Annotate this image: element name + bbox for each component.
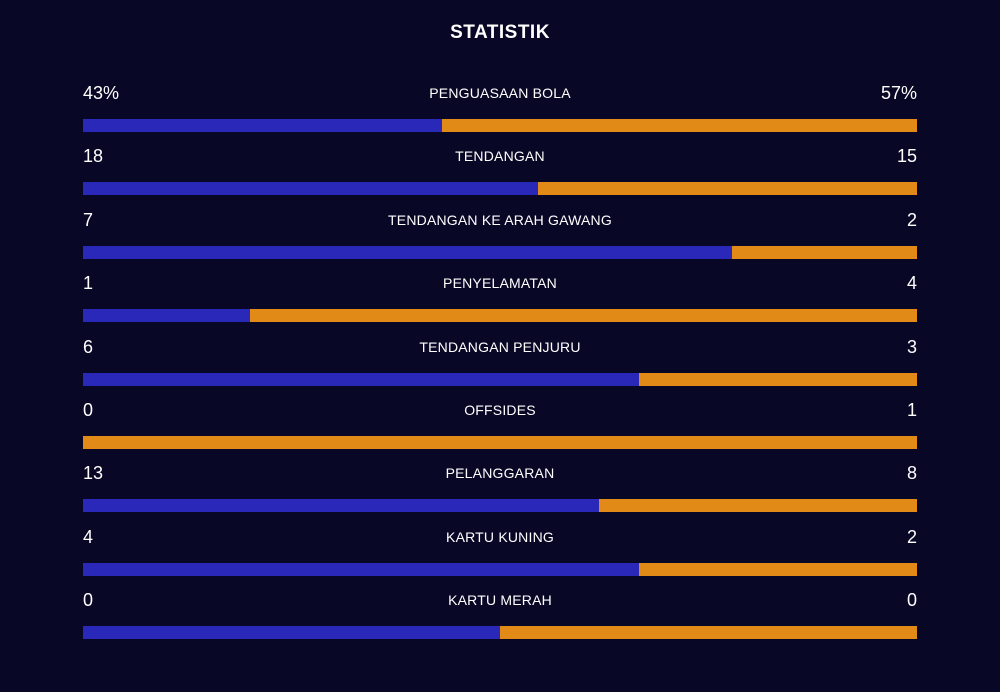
home-bar-fill <box>83 562 640 576</box>
stat-header: 1 PENYELAMATAN 4 <box>83 272 917 294</box>
away-value: 2 <box>906 526 917 547</box>
away-value: 0 <box>906 590 917 611</box>
home-value: 4 <box>83 526 94 547</box>
comparison-bar <box>83 372 917 386</box>
stat-label: TENDANGAN PENJURU <box>419 338 581 355</box>
page-title: STATISTIK <box>450 22 550 43</box>
away-value: 1 <box>906 399 917 420</box>
stat-label: PELANGGARAN <box>445 465 555 482</box>
home-bar-fill <box>83 372 640 386</box>
stats-list: 43% PENGUASAAN BOLA 57% 18 TENDANGAN 15 … <box>83 82 917 653</box>
away-value: 15 <box>896 146 917 167</box>
home-bar-fill <box>83 626 500 640</box>
comparison-bar <box>83 119 917 132</box>
home-value: 6 <box>83 336 94 357</box>
away-bar-fill <box>731 245 917 259</box>
comparison-bar <box>83 626 917 640</box>
stat-row-saves: 1 PENYELAMATAN 4 <box>83 272 917 335</box>
stat-label: PENGUASAAN BOLA <box>429 85 571 101</box>
home-bar-fill <box>83 182 538 196</box>
comparison-bar <box>83 499 917 513</box>
stat-header: 18 TENDANGAN 15 <box>83 145 917 167</box>
away-value: 2 <box>906 209 917 230</box>
stat-label: PENYELAMATAN <box>443 275 557 292</box>
home-value: 0 <box>83 399 94 420</box>
stat-label: OFFSIDES <box>464 401 536 418</box>
stat-row-corners: 6 TENDANGAN PENJURU 3 <box>83 336 917 399</box>
comparison-bar <box>83 435 917 449</box>
stat-row-offsides: 0 OFFSIDES 1 <box>83 399 917 462</box>
stat-header: 6 TENDANGAN PENJURU 3 <box>83 336 917 358</box>
away-bar-fill <box>639 372 917 386</box>
stat-label: KARTU KUNING <box>446 528 554 545</box>
stat-header: 0 KARTU MERAH 0 <box>83 589 917 611</box>
stat-header: 0 OFFSIDES 1 <box>83 399 917 421</box>
stat-header: 13 PELANGGARAN 8 <box>83 462 917 484</box>
stat-label: TENDANGAN KE ARAH GAWANG <box>388 211 612 228</box>
home-value: 1 <box>83 273 94 294</box>
stat-header: 4 KARTU KUNING 2 <box>83 526 917 548</box>
away-value: 4 <box>906 273 917 294</box>
comparison-bar <box>83 309 917 323</box>
home-value: 43% <box>83 83 120 103</box>
comparison-bar <box>83 245 917 259</box>
home-bar-fill <box>83 245 732 259</box>
stat-header: 43% PENGUASAAN BOLA 57% <box>83 82 917 104</box>
stat-row-shots-on-target: 7 TENDANGAN KE ARAH GAWANG 2 <box>83 209 917 272</box>
away-bar-fill <box>500 626 917 640</box>
away-bar-fill <box>639 562 917 576</box>
comparison-bar <box>83 182 917 196</box>
away-bar-fill <box>83 435 917 449</box>
stat-header: 7 TENDANGAN KE ARAH GAWANG 2 <box>83 209 917 231</box>
away-bar-fill <box>441 119 917 132</box>
home-value: 18 <box>83 146 104 167</box>
away-value: 8 <box>906 463 917 484</box>
stat-label: TENDANGAN <box>455 148 545 165</box>
stat-row-fouls: 13 PELANGGARAN 8 <box>83 462 917 525</box>
stat-row-shots: 18 TENDANGAN 15 <box>83 145 917 208</box>
away-bar-fill <box>249 309 917 323</box>
away-bar-fill <box>599 499 917 513</box>
stat-row-red-cards: 0 KARTU MERAH 0 <box>83 589 917 652</box>
home-value: 13 <box>83 463 104 484</box>
away-bar-fill <box>537 182 917 196</box>
home-bar-fill <box>83 119 442 132</box>
home-bar-fill <box>83 499 600 513</box>
away-value: 57% <box>880 83 917 103</box>
home-value: 0 <box>83 590 94 611</box>
comparison-bar <box>83 562 917 576</box>
away-value: 3 <box>906 336 917 357</box>
home-bar-fill <box>83 309 250 323</box>
stat-row-possession: 43% PENGUASAAN BOLA 57% <box>83 82 917 145</box>
home-value: 7 <box>83 209 94 230</box>
stat-row-yellow-cards: 4 KARTU KUNING 2 <box>83 526 917 589</box>
stat-label: KARTU MERAH <box>448 592 552 609</box>
